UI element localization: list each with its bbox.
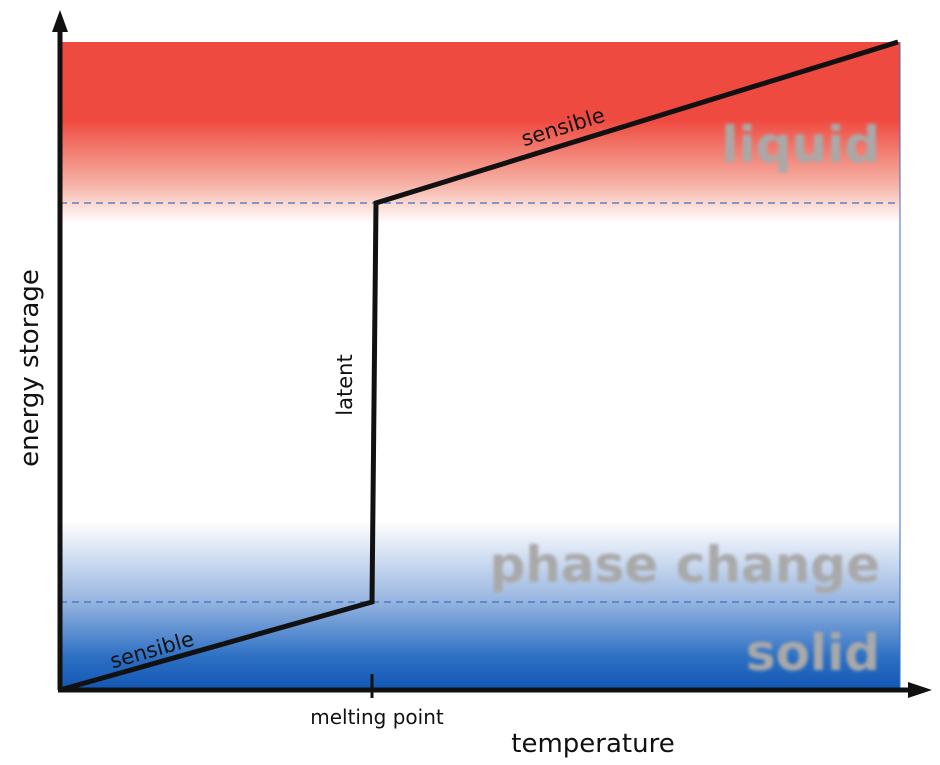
latent-label: latent: [333, 354, 357, 415]
zone-label-phase-change: phase change: [490, 536, 880, 594]
y-axis-label: energy storage: [15, 269, 45, 467]
energy-curve: [59, 39, 899, 693]
y-axis-arrowhead: [52, 10, 68, 32]
zone-label-solid: solid: [746, 624, 880, 682]
zone-label-liquid: liquid: [721, 116, 880, 174]
x-tick-label-melting-point: melting point: [310, 705, 444, 729]
x-axis-label: temperature: [511, 729, 674, 759]
x-axis-arrowhead: [908, 682, 932, 698]
phase-background: [60, 42, 900, 690]
